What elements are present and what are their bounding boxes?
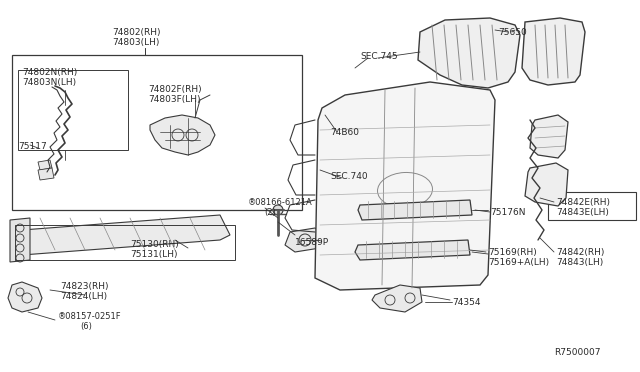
Text: R7500007: R7500007 [554, 348, 600, 357]
Text: (6): (6) [80, 322, 92, 331]
Polygon shape [530, 115, 568, 158]
Text: (2): (2) [264, 208, 276, 217]
Text: 75169+A(LH): 75169+A(LH) [488, 258, 549, 267]
Circle shape [273, 205, 283, 215]
Bar [12, 55, 302, 210]
Polygon shape [38, 160, 52, 170]
Text: 74824(LH): 74824(LH) [60, 292, 107, 301]
Text: 74843(LH): 74843(LH) [556, 258, 604, 267]
Text: 74802N(RH): 74802N(RH) [22, 68, 77, 77]
Text: SEC.745: SEC.745 [360, 52, 397, 61]
Bar [18, 70, 128, 150]
Text: 75176N: 75176N [490, 208, 525, 217]
Text: ®08166-6121A: ®08166-6121A [248, 198, 313, 207]
Polygon shape [358, 200, 472, 220]
Text: 74823(RH): 74823(RH) [60, 282, 109, 291]
Text: 16589P: 16589P [295, 238, 329, 247]
Text: 75169(RH): 75169(RH) [488, 248, 537, 257]
Polygon shape [315, 82, 495, 290]
Polygon shape [38, 168, 54, 180]
Text: 74B60: 74B60 [330, 128, 359, 137]
Polygon shape [285, 228, 325, 252]
Text: 75131(LH): 75131(LH) [130, 250, 177, 259]
Text: 74842(RH): 74842(RH) [556, 248, 604, 257]
Polygon shape [10, 218, 30, 262]
Polygon shape [372, 285, 422, 312]
Text: 74802(RH): 74802(RH) [112, 28, 161, 37]
Polygon shape [18, 215, 230, 255]
Text: SEC.740: SEC.740 [330, 172, 367, 181]
Text: 74802F(RH): 74802F(RH) [148, 85, 202, 94]
Polygon shape [355, 240, 470, 260]
Text: 75650: 75650 [498, 28, 527, 37]
Text: 74842E(RH): 74842E(RH) [556, 198, 610, 207]
Text: 74843E(LH): 74843E(LH) [556, 208, 609, 217]
Polygon shape [150, 115, 215, 155]
Text: 74803F(LH): 74803F(LH) [148, 95, 200, 104]
Polygon shape [418, 18, 520, 88]
Text: 74803(LH): 74803(LH) [112, 38, 159, 47]
Text: 74354: 74354 [452, 298, 481, 307]
Text: 75117: 75117 [18, 142, 47, 151]
Text: 75130(RH): 75130(RH) [130, 240, 179, 249]
Text: 74803N(LH): 74803N(LH) [22, 78, 76, 87]
Polygon shape [8, 282, 42, 312]
Bar [15, 225, 235, 260]
Polygon shape [522, 18, 585, 85]
Polygon shape [525, 163, 568, 206]
Bar [548, 192, 636, 220]
Text: ®08157-0251F: ®08157-0251F [58, 312, 122, 321]
